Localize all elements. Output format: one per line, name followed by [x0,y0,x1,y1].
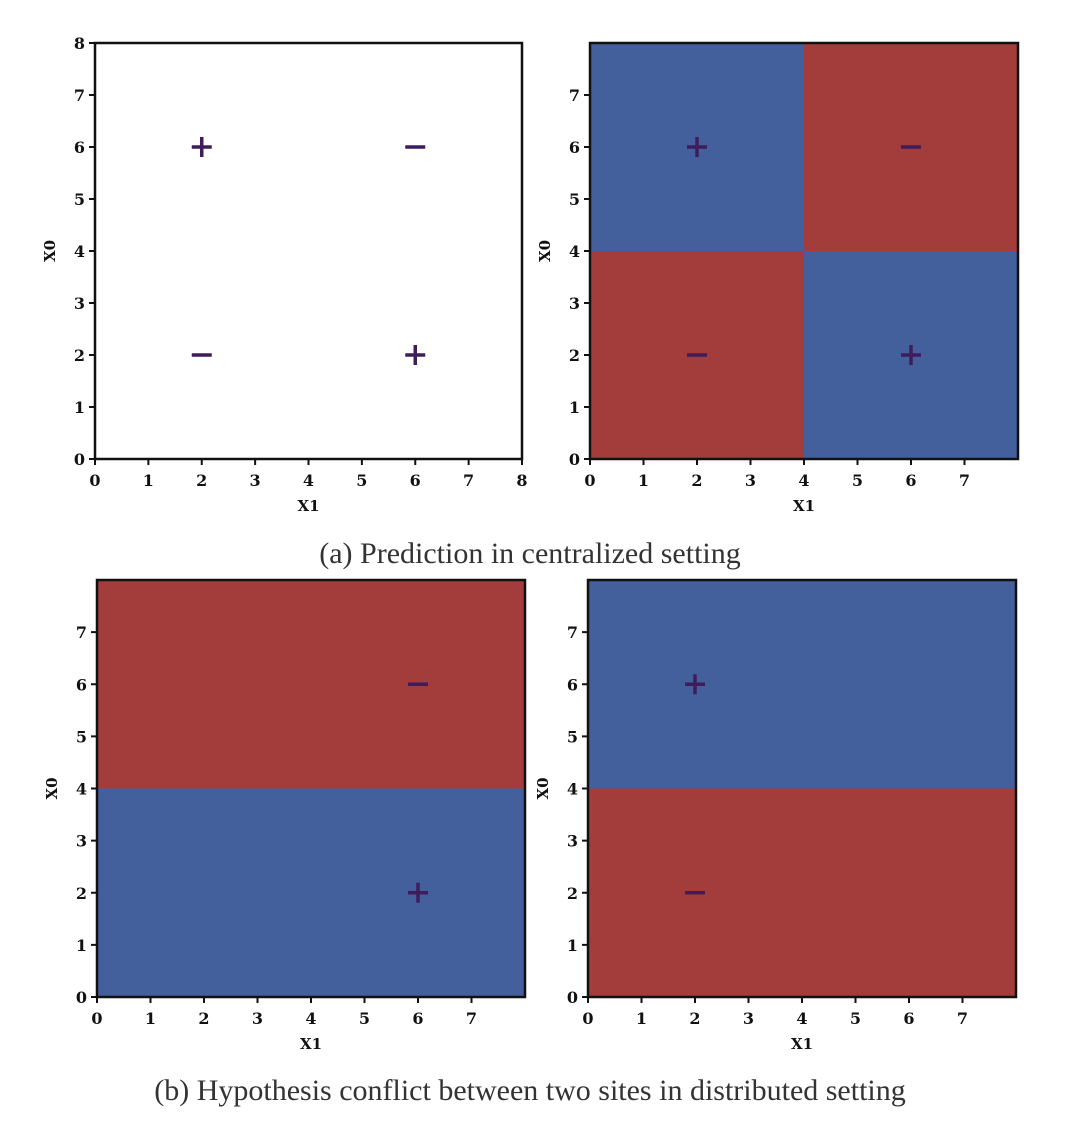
y-tick-label: 7 [569,86,580,105]
y-tick-label: 6 [569,138,580,157]
x-tick-label: 5 [356,471,367,490]
y-tick-label: 0 [74,450,85,469]
x-tick-label: 7 [466,1009,477,1028]
y-tick-label: 6 [567,675,578,694]
x-tick-label: 0 [582,1009,593,1028]
y-tick-label: 2 [74,346,85,365]
y-tick-label: 7 [567,623,578,642]
y-tick-label: 0 [569,450,580,469]
y-tick-label: 8 [74,34,85,53]
y-tick-label: 3 [569,294,580,313]
x-tick-label: 6 [410,471,421,490]
x-tick-label: 2 [196,471,207,490]
caption-a: (a) Prediction in centralized setting [319,537,741,570]
x-tick-label: 3 [252,1009,263,1028]
chart-panel-3: 0 1 2 3 4 5 6 7 0 1 2 3 4 5 6 7 X1 X0 [43,578,527,1053]
y-tick-label: 6 [74,138,85,157]
y-axis-label: X0 [536,240,554,262]
y-tick-label: 0 [567,988,578,1007]
x-tick-label: 0 [89,471,100,490]
chart-panel-2: 0 1 2 3 4 5 6 7 0 1 2 3 4 5 6 7 X1 X0 [536,41,1020,515]
x-tick-label: 0 [584,471,595,490]
chart-panel-1: 0 1 2 3 4 5 6 7 8 0 1 2 3 4 5 6 7 8 X1 X0 [41,34,528,515]
x-tick-label: 6 [905,471,916,490]
x-axis-label: X1 [297,497,319,515]
y-tick-label: 5 [74,190,85,209]
y-tick-label: 1 [567,936,578,955]
y-tick-label: 4 [569,242,580,261]
plot-frame [93,41,524,461]
x-axis-label: X1 [791,1035,813,1053]
y-tick-label: 3 [74,294,85,313]
y-tick-label: 0 [76,988,87,1007]
plus-marker [191,137,212,157]
x-tick-label: 0 [91,1009,102,1028]
x-axis-label: X1 [300,1035,322,1053]
x-tick-label: 2 [198,1009,209,1028]
plus-marker [685,674,705,695]
plus-marker [687,137,707,157]
x-axis-label: X1 [793,497,815,515]
y-axis-label: X0 [43,777,61,799]
y-tick-label: 1 [569,398,580,417]
x-tick-label: 3 [250,471,261,490]
y-axis-label: X0 [534,777,552,799]
y-tick-label: 7 [74,86,85,105]
y-tick-label: 2 [569,346,580,365]
plus-marker [408,882,428,903]
x-tick-label: 7 [957,1009,968,1028]
y-tick-label: 2 [567,884,578,903]
y-tick-label: 3 [76,832,87,851]
x-tick-label: 2 [691,471,702,490]
chart-panel-4: 0 1 2 3 4 5 6 7 0 1 2 3 4 5 6 7 X1 X0 [534,578,1018,1053]
x-tick-label: 3 [743,1009,754,1028]
y-tick-label: 2 [76,884,87,903]
x-tick-label: 4 [303,471,314,490]
x-tick-label: 6 [412,1009,423,1028]
y-tick-label: 1 [74,398,85,417]
y-tick-label: 5 [76,727,87,746]
y-tick-label: 7 [76,623,87,642]
x-tick-label: 4 [305,1009,316,1028]
x-tick-label: 2 [689,1009,700,1028]
plus-marker [405,345,426,365]
x-tick-label: 6 [903,1009,914,1028]
caption-b: (b) Hypothesis conflict between two site… [154,1074,906,1107]
decision-region [97,788,525,997]
x-tick-label: 5 [852,471,863,490]
y-axis-label: X0 [41,240,59,262]
decision-region [588,580,1016,789]
x-tick-label: 7 [959,471,970,490]
x-tick-label: 8 [516,471,527,490]
plus-marker [901,345,921,365]
y-tick-label: 4 [76,780,87,799]
decision-region [97,580,525,789]
y-tick-label: 4 [74,242,85,261]
y-tick-label: 1 [76,936,87,955]
x-tick-label: 5 [850,1009,861,1028]
y-tick-label: 5 [567,727,578,746]
decision-region [588,788,1016,997]
x-tick-label: 1 [636,1009,647,1028]
x-tick-label: 3 [745,471,756,490]
x-tick-label: 5 [359,1009,370,1028]
x-tick-label: 1 [145,1009,156,1028]
x-tick-label: 1 [143,471,154,490]
x-tick-label: 1 [638,471,649,490]
y-tick-label: 4 [567,780,578,799]
y-tick-label: 3 [567,832,578,851]
x-tick-label: 7 [463,471,474,490]
x-tick-label: 4 [796,1009,807,1028]
x-tick-label: 4 [798,471,809,490]
y-tick-label: 5 [569,190,580,209]
y-tick-label: 6 [76,675,87,694]
